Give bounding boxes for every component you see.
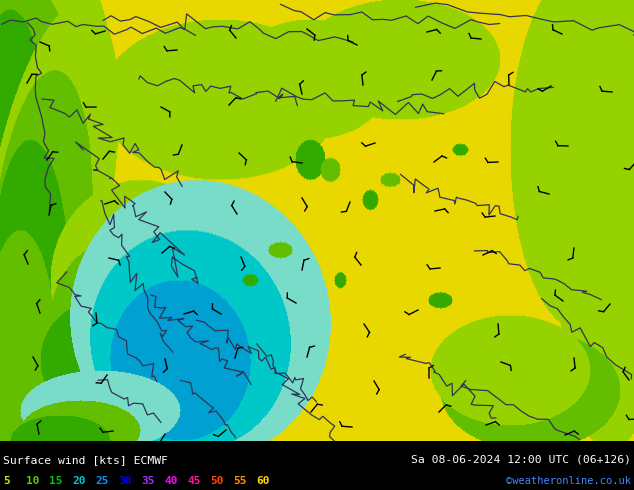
Text: 35: 35 (141, 476, 155, 486)
Text: Surface wind [kts] ECMWF: Surface wind [kts] ECMWF (3, 455, 168, 465)
Text: 40: 40 (164, 476, 178, 486)
Text: Sa 08-06-2024 12:00 UTC (06+126): Sa 08-06-2024 12:00 UTC (06+126) (411, 455, 631, 465)
Text: 25: 25 (95, 476, 108, 486)
Text: ©weatheronline.co.uk: ©weatheronline.co.uk (506, 476, 631, 486)
Text: 55: 55 (233, 476, 247, 486)
Text: 5: 5 (3, 476, 10, 486)
Text: 50: 50 (210, 476, 224, 486)
Text: 30: 30 (118, 476, 131, 486)
Text: 20: 20 (72, 476, 86, 486)
Text: 45: 45 (187, 476, 200, 486)
Text: 60: 60 (256, 476, 269, 486)
Text: 10: 10 (26, 476, 39, 486)
Text: 15: 15 (49, 476, 63, 486)
